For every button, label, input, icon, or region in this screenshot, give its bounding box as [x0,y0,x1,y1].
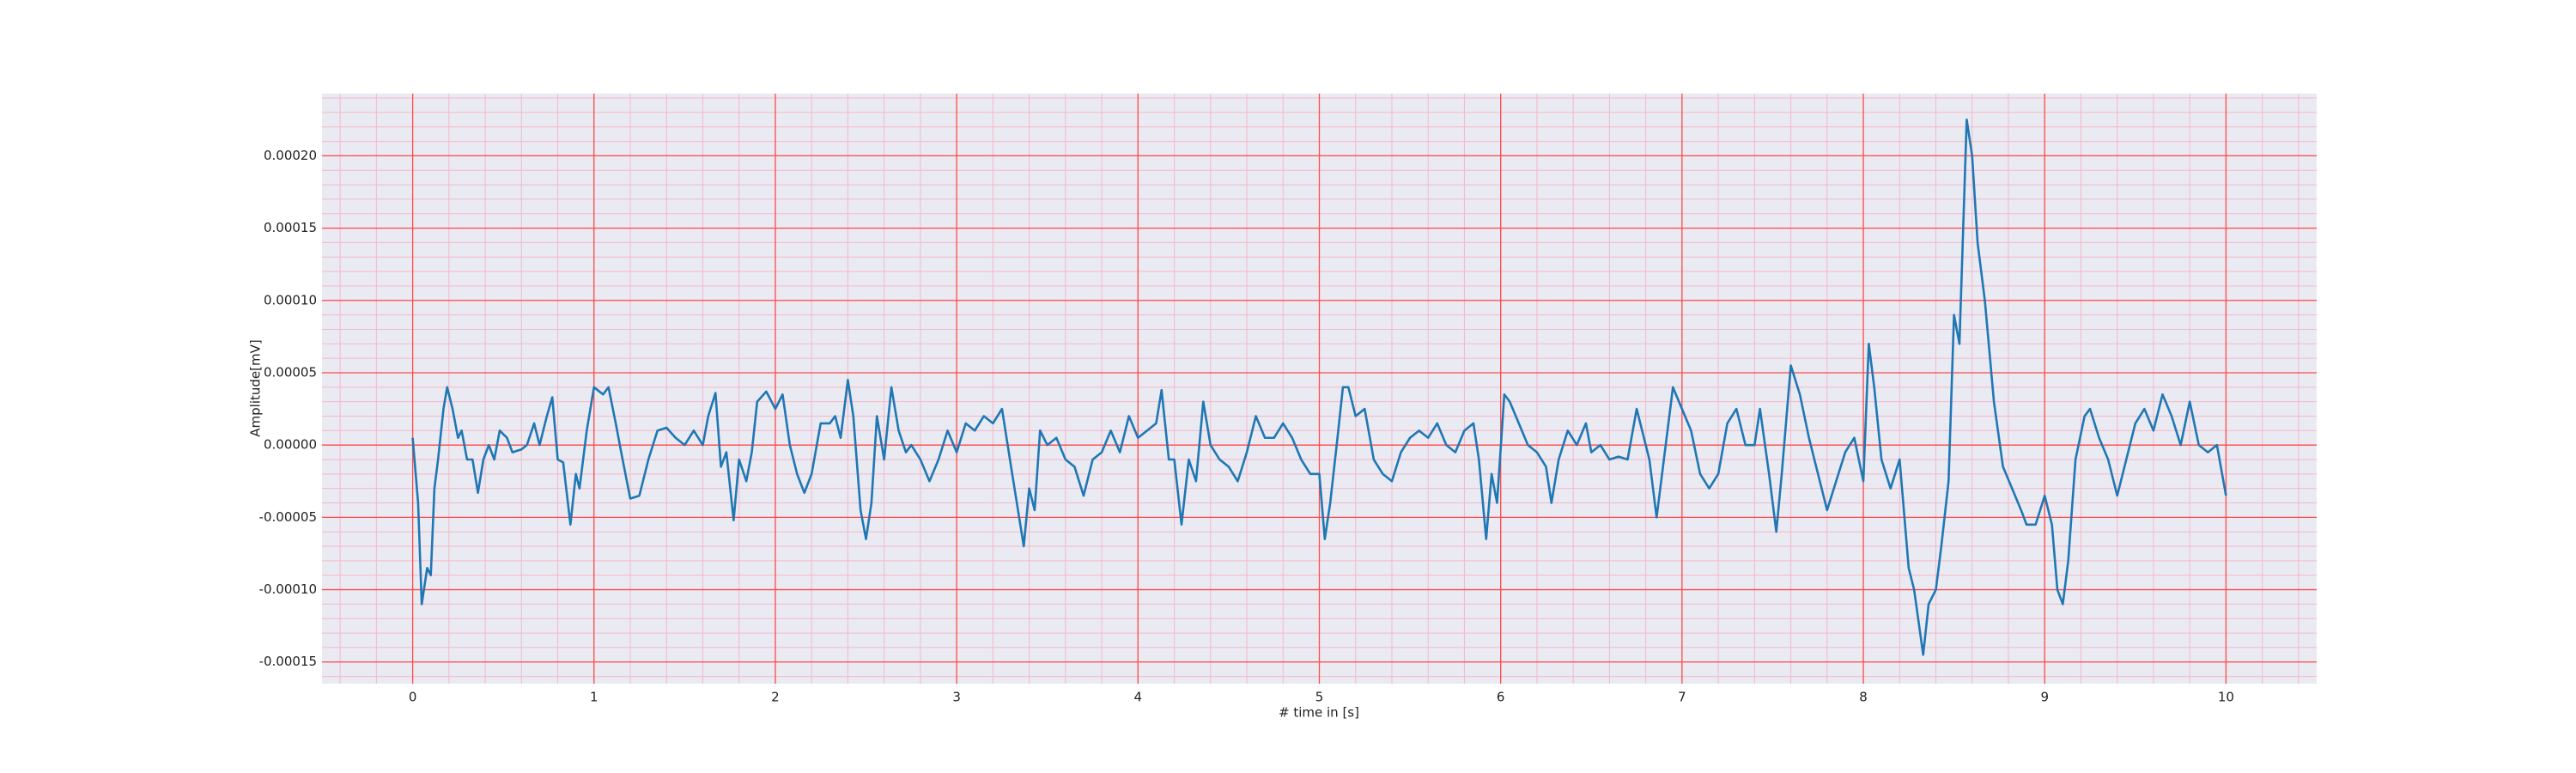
x-tick-label: 1 [590,690,598,705]
x-tick-label: 4 [1134,690,1143,705]
x-tick-label: 2 [771,690,780,705]
y-tick-label: 0.00020 [264,148,317,163]
y-axis-label: Amplitude[mV] [248,339,264,436]
y-tick-label: 0.00000 [264,437,317,453]
y-tick-label: 0.00015 [264,220,317,235]
y-tick-label: 0.00005 [264,364,317,380]
x-tick-label: 3 [952,690,961,705]
x-axis-label: # time in [s] [1279,705,1359,721]
grid [322,94,2317,684]
x-tick-label: 8 [1859,690,1868,705]
x-tick-label: 9 [2040,690,2049,705]
marks [411,119,2227,656]
x-tick-label: 10 [2218,690,2234,705]
y-tick-label: -0.00005 [259,509,317,525]
x-tick-label: 7 [1678,690,1686,705]
x-tick-label: 0 [409,690,417,705]
signal-line [411,119,2227,656]
y-tick-label: 0.00010 [264,292,317,307]
y-tick-label: -0.00010 [259,581,317,597]
y-tick-label: -0.00015 [259,654,317,669]
x-tick-label: 5 [1315,690,1324,705]
x-tick-label: 6 [1497,690,1505,705]
